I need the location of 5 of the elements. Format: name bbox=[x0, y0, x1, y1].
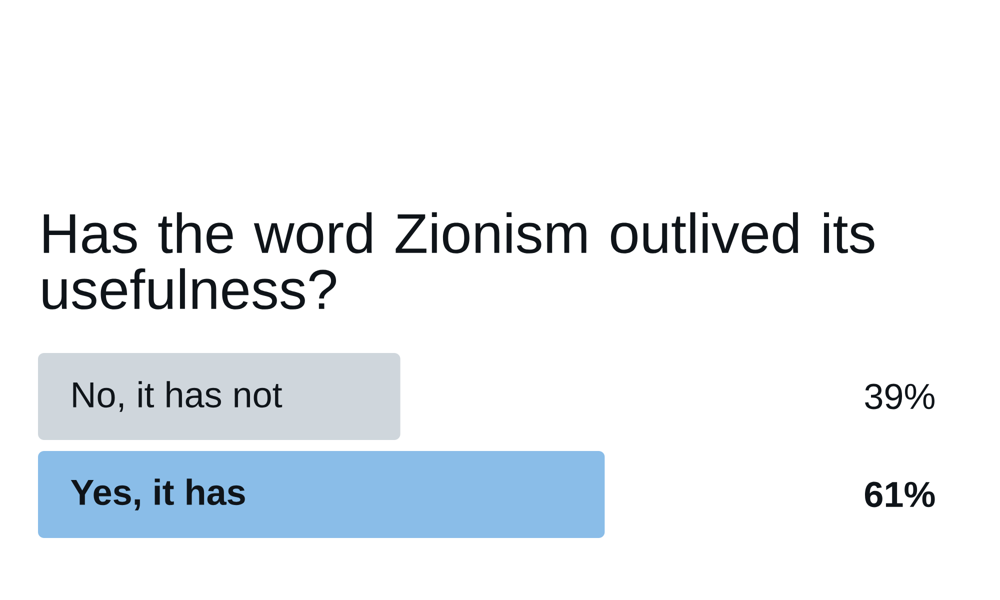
chart-title: Has the word Zionism outlived its usefulness? bbox=[42, 212, 874, 310]
data-label: 39% bbox=[865, 384, 934, 410]
y-tick-label: Yes, it has bbox=[70, 478, 245, 510]
data-label: 61% bbox=[865, 482, 935, 508]
y-tick-label: No, it has not bbox=[73, 381, 282, 412]
